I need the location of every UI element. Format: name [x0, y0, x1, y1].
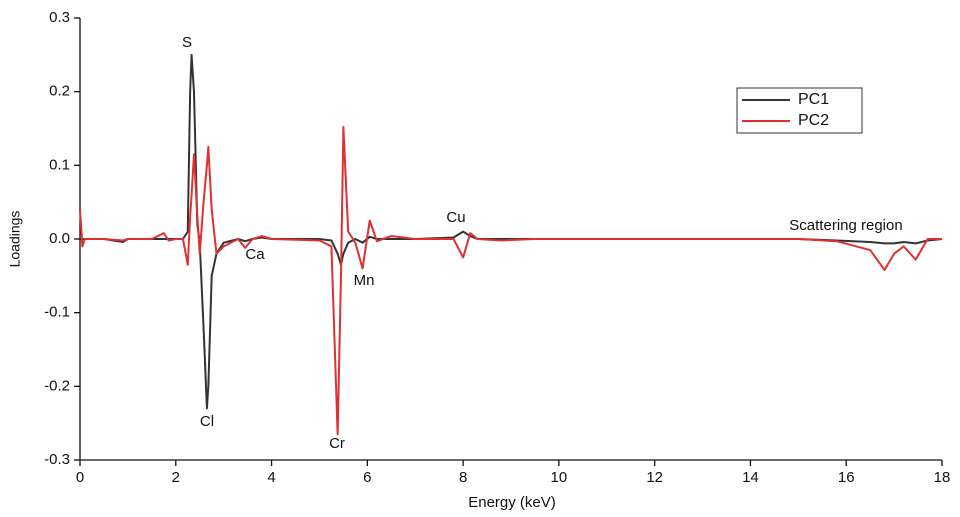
- y-tick-label: -0.3: [44, 451, 70, 468]
- y-tick-label: 0.2: [49, 83, 70, 100]
- x-tick-label: 10: [551, 469, 568, 486]
- y-tick-label: 0.1: [49, 156, 70, 173]
- x-tick-label: 2: [172, 469, 180, 486]
- x-tick-label: 8: [459, 469, 467, 486]
- x-axis-label: Energy (keV): [468, 494, 556, 511]
- legend-label: PC1: [798, 91, 829, 108]
- x-tick-label: 12: [646, 469, 663, 486]
- annotation: Cr: [329, 435, 345, 452]
- annotation: Scattering region: [789, 217, 902, 234]
- y-tick-label: -0.2: [44, 377, 70, 394]
- y-axis-label: Loadings: [7, 211, 23, 268]
- y-tick-label: -0.1: [44, 304, 70, 321]
- annotation: Mn: [354, 272, 375, 289]
- y-tick-label: 0.3: [49, 9, 70, 26]
- annotation: Cu: [446, 209, 465, 226]
- x-tick-label: 4: [267, 469, 275, 486]
- x-tick-label: 16: [838, 469, 855, 486]
- legend-box: [736, 87, 863, 134]
- x-tick-label: 18: [934, 469, 951, 486]
- annotation: Cl: [200, 413, 214, 430]
- annotation: S: [182, 34, 192, 51]
- x-tick-label: 14: [742, 469, 759, 486]
- series-line: [79, 126, 942, 436]
- legend-label: PC2: [798, 112, 829, 129]
- x-tick-label: 6: [363, 469, 371, 486]
- y-tick-label: 0.0: [49, 230, 70, 247]
- x-tick-label: 0: [76, 469, 84, 486]
- annotation: Ca: [245, 246, 265, 263]
